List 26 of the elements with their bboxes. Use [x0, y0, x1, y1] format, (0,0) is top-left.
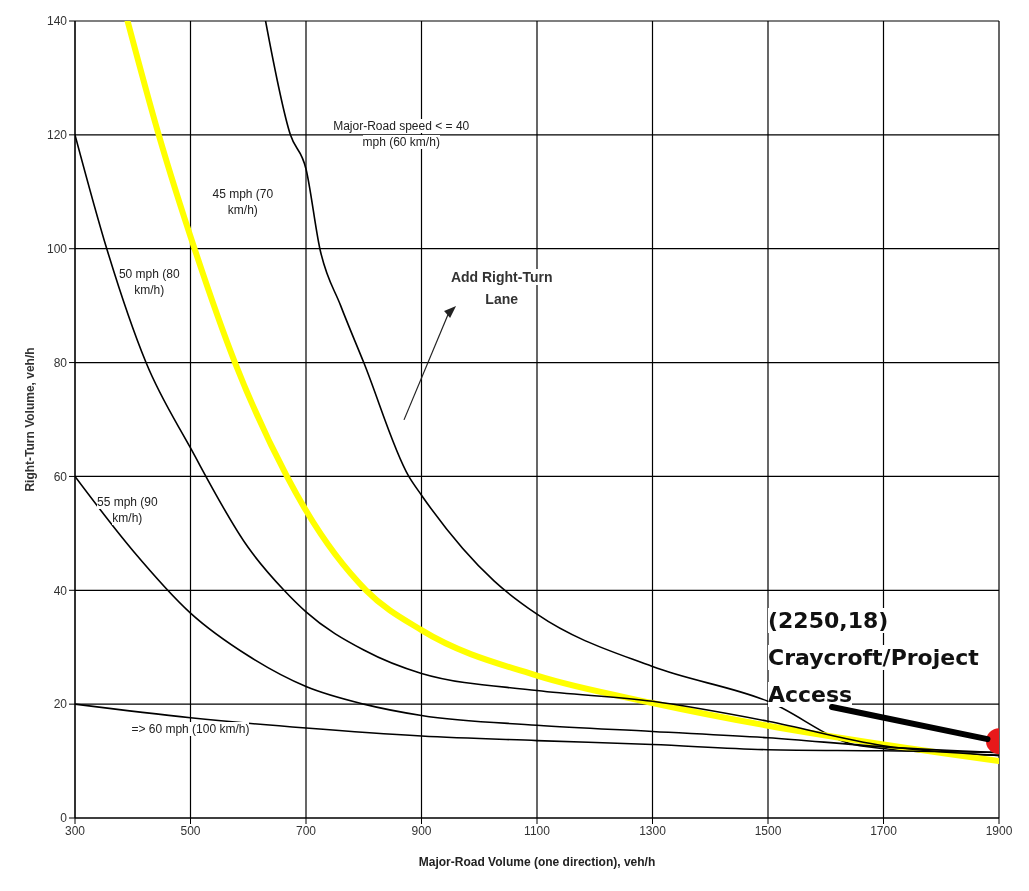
series-label: 55 mph (90 km/h) [96, 494, 158, 525]
x-tick-label: 1100 [524, 823, 551, 838]
text: 45 mph (70 km/h) [212, 187, 274, 218]
annotation: Add Right-Turn Lane [450, 268, 553, 307]
x-tick-label: 700 [295, 823, 317, 838]
x-tick-label: 900 [411, 823, 432, 838]
x-axis-title: Major-Road Volume (one direction), veh/h [418, 855, 656, 869]
x-tick-label: 1700 [870, 823, 898, 838]
x-tick-label: 300 [64, 823, 86, 838]
y-tick-label: 60 [53, 469, 68, 484]
x-tick-label: 1500 [754, 823, 782, 838]
series-label: 50 mph (80 km/h) [118, 266, 180, 297]
x-tick-label: 1300 [639, 823, 667, 838]
y-tick-label: 140 [46, 14, 68, 29]
y-tick-label: 120 [46, 128, 68, 143]
x-tick-label: 500 [180, 823, 201, 838]
text: Major-Road speed < = 40 mph (60 km/h) [333, 118, 470, 149]
annotation: (2250,18) Craycroft/Project Access [768, 607, 979, 707]
x-tick-label: 1900 [985, 823, 1013, 838]
y-tick-label: 20 [53, 697, 68, 712]
y-tick-label: 40 [53, 583, 68, 598]
series-label: => 60 mph (100 km/h) [131, 722, 250, 737]
y-tick-label: 100 [46, 241, 68, 256]
y-tick-label: 80 [53, 355, 68, 370]
y-axis-title: Right-Turn Volume, veh/h [23, 347, 38, 492]
y-tick-label: 0 [60, 811, 68, 826]
